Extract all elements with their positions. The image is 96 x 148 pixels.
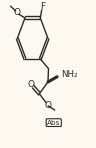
Text: Abs: Abs bbox=[47, 120, 60, 126]
Text: O: O bbox=[13, 8, 20, 17]
Text: NH₂: NH₂ bbox=[61, 70, 77, 79]
Text: O: O bbox=[44, 101, 51, 110]
Text: F: F bbox=[40, 2, 45, 11]
Text: O: O bbox=[28, 80, 35, 89]
